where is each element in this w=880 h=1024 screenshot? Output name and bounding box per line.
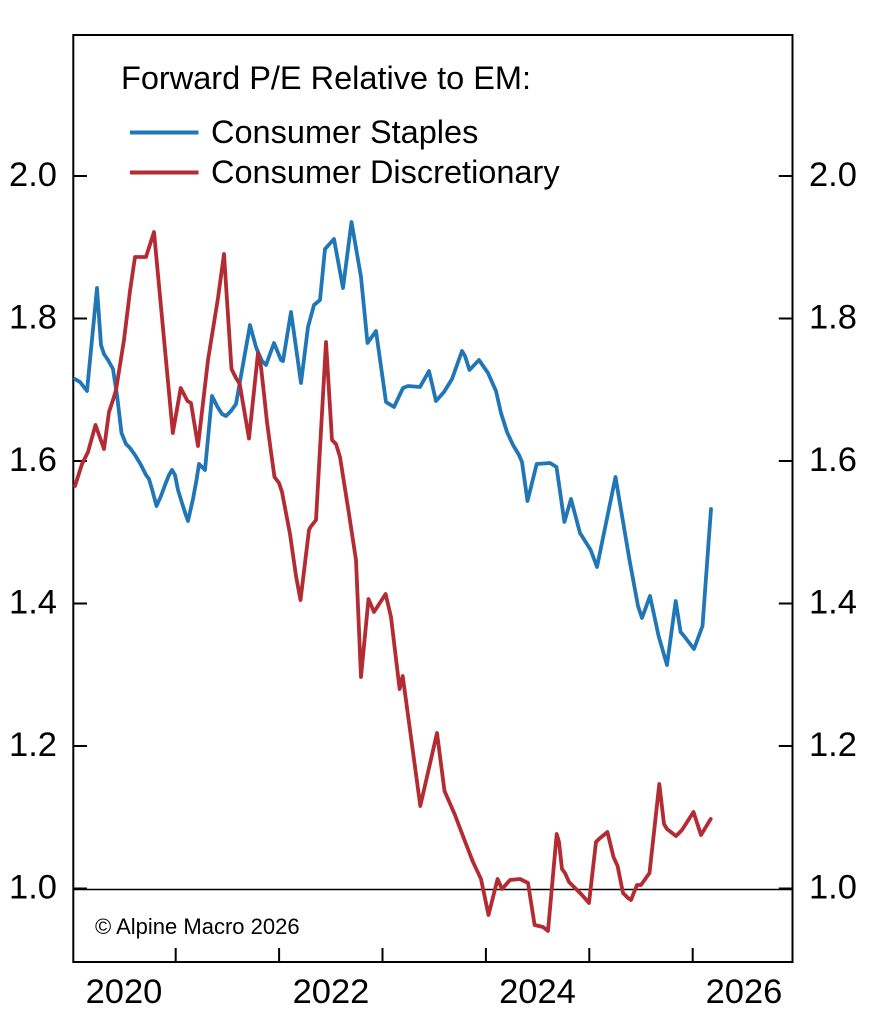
- svg-text:2026: 2026: [706, 973, 783, 1011]
- svg-text:1.0: 1.0: [809, 868, 857, 906]
- svg-text:1.8: 1.8: [809, 298, 857, 336]
- svg-text:1.0: 1.0: [9, 868, 57, 906]
- svg-text:2022: 2022: [293, 973, 370, 1011]
- svg-text:2.0: 2.0: [809, 156, 857, 194]
- svg-text:1.4: 1.4: [9, 583, 57, 621]
- svg-text:2.0: 2.0: [9, 156, 57, 194]
- svg-text:Forward P/E Relative to EM:: Forward P/E Relative to EM:: [121, 60, 531, 96]
- svg-text:1.8: 1.8: [9, 298, 57, 336]
- svg-text:Consumer Staples: Consumer Staples: [211, 114, 478, 150]
- svg-text:2020: 2020: [86, 973, 163, 1011]
- svg-text:1.6: 1.6: [9, 441, 57, 479]
- svg-text:1.2: 1.2: [9, 726, 57, 764]
- svg-text:1.4: 1.4: [809, 583, 857, 621]
- svg-text:1.2: 1.2: [809, 726, 857, 764]
- svg-text:2024: 2024: [499, 973, 576, 1011]
- svg-text:© Alpine Macro 2026: © Alpine Macro 2026: [95, 914, 300, 939]
- svg-text:Consumer Discretionary: Consumer Discretionary: [211, 154, 560, 190]
- svg-text:1.6: 1.6: [809, 441, 857, 479]
